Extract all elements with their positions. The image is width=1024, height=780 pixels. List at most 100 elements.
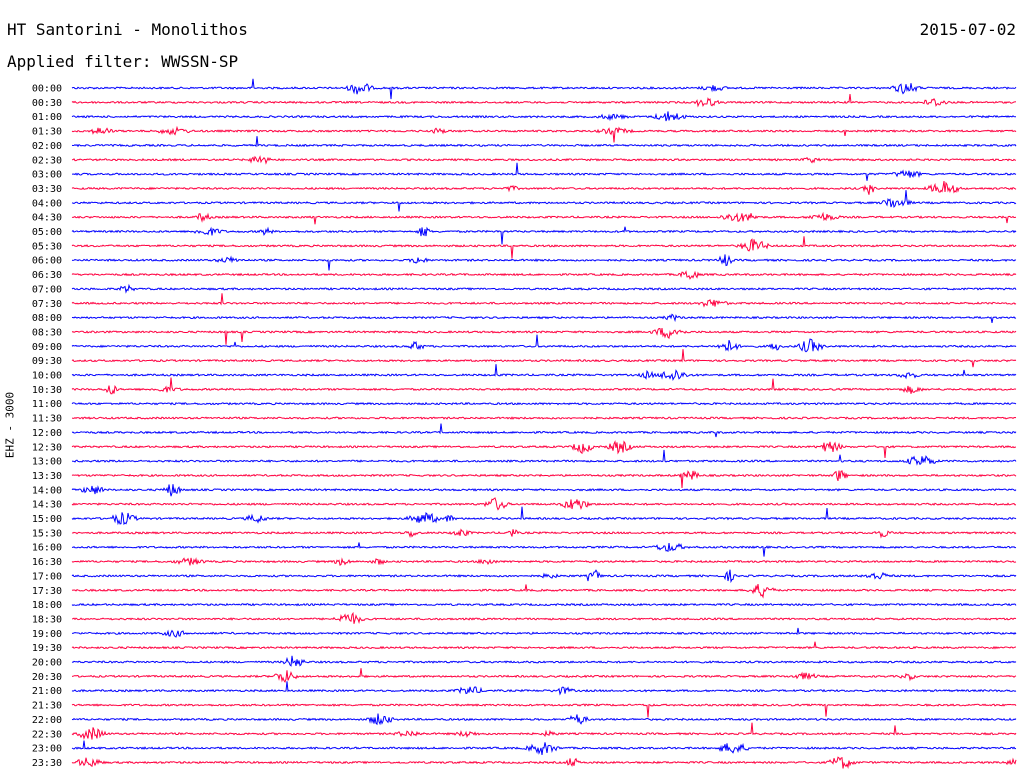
seismic-trace (71, 627, 1017, 638)
applied-filter: Applied filter: WWSSN-SP (7, 52, 239, 71)
row-time-label: 01:00 (32, 112, 62, 123)
row-time-label: 03:30 (32, 184, 62, 195)
seismic-trace (71, 740, 1017, 755)
seismic-trace (71, 602, 1017, 607)
row-time-label: 20:00 (32, 658, 62, 669)
seismic-trace (72, 162, 1017, 181)
seismic-trace (71, 78, 1017, 100)
row-time-label: 13:30 (32, 471, 62, 482)
seismic-trace (71, 440, 1016, 459)
row-time-label: 06:00 (32, 256, 62, 267)
seismic-trace (71, 668, 1017, 683)
row-time-label: 00:00 (32, 84, 62, 95)
recording-date: 2015-07-02 (919, 20, 1016, 39)
seismic-trace (71, 484, 1017, 497)
seismic-trace (71, 528, 1017, 539)
seismic-trace (71, 293, 1017, 308)
seismic-trace (71, 641, 1017, 650)
row-time-label: 09:30 (32, 356, 62, 367)
seismic-trace (71, 211, 1017, 225)
row-time-label: 15:00 (32, 514, 62, 525)
seismic-trace (71, 497, 1017, 511)
row-time-label: 07:00 (32, 284, 62, 295)
seismic-trace (71, 190, 1017, 212)
seismic-trace (71, 655, 1017, 667)
row-time-label: 09:00 (32, 342, 62, 353)
row-time-label: 19:30 (32, 643, 62, 654)
seismic-trace (71, 327, 1017, 345)
station-title: HT Santorini - Monolithos (7, 20, 248, 39)
row-time-label: 08:30 (32, 327, 62, 338)
row-time-label: 05:30 (32, 241, 62, 252)
seismic-trace (71, 542, 1017, 557)
seismic-trace (71, 94, 1017, 108)
row-time-label: 04:00 (32, 198, 62, 209)
seismic-trace (71, 681, 1017, 696)
row-time-label: 16:30 (32, 557, 62, 568)
row-time-label: 01:30 (32, 127, 62, 138)
seismic-trace (71, 236, 1017, 259)
seismic-trace (71, 125, 1017, 143)
seismic-trace (71, 557, 1017, 566)
row-time-label: 02:30 (32, 155, 62, 166)
row-time-label: 16:00 (32, 543, 62, 554)
row-time-label: 13:00 (32, 457, 62, 468)
row-time-label: 17:00 (32, 571, 62, 582)
seismic-trace (71, 181, 1017, 195)
row-time-label: 21:00 (32, 686, 62, 697)
row-time-label: 17:30 (32, 586, 62, 597)
row-time-label: 15:30 (32, 528, 62, 539)
row-time-label: 18:00 (32, 600, 62, 611)
seismic-trace (71, 364, 1017, 381)
row-time-label: 10:30 (32, 385, 62, 396)
row-time-label: 12:00 (32, 428, 62, 439)
seismic-trace (71, 349, 1017, 368)
seismic-trace (71, 270, 1017, 280)
seismic-trace (71, 283, 1017, 294)
row-time-label: 21:30 (32, 701, 62, 712)
seismic-trace (71, 584, 1017, 599)
seismic-trace (71, 226, 1017, 245)
seismic-trace (71, 401, 1017, 406)
row-time-label: 22:00 (32, 715, 62, 726)
row-time-label: 23:30 (32, 758, 62, 769)
seismic-trace (71, 703, 1017, 718)
row-time-label: 02:00 (32, 141, 62, 152)
row-time-label: 20:30 (32, 672, 62, 683)
row-time-label: 05:00 (32, 227, 62, 238)
seismic-trace (71, 756, 1017, 769)
seismic-trace (71, 136, 1017, 148)
row-time-label: 07:30 (32, 299, 62, 310)
seismic-trace (71, 313, 1017, 323)
seismic-trace (71, 713, 1017, 726)
row-time-label: 11:30 (32, 414, 62, 425)
row-time-label: 04:30 (32, 213, 62, 224)
seismic-trace (71, 334, 1017, 353)
row-time-label: 14:00 (32, 485, 62, 496)
row-time-label: 14:30 (32, 500, 62, 511)
seismic-trace (71, 506, 1017, 526)
row-time-label: 23:00 (32, 744, 62, 755)
seismic-trace (71, 254, 1017, 271)
seismic-trace (71, 377, 1017, 395)
row-time-label: 19:00 (32, 629, 62, 640)
row-time-label: 18:30 (32, 614, 62, 625)
seismic-trace (71, 470, 1017, 489)
row-time-label: 12:30 (32, 442, 62, 453)
seismic-trace (71, 111, 1017, 122)
seismic-trace (71, 611, 1017, 625)
seismic-trace (71, 423, 1017, 438)
seismic-trace (71, 155, 1017, 165)
row-time-label: 08:00 (32, 313, 62, 324)
row-time-label: 03:00 (32, 170, 62, 181)
row-time-label: 22:30 (32, 729, 62, 740)
seismic-trace (71, 722, 1017, 740)
row-time-label: 00:30 (32, 98, 62, 109)
seismic-trace (71, 569, 1017, 584)
row-time-label: 10:00 (32, 371, 62, 382)
row-time-label: 11:00 (32, 399, 62, 410)
seismic-trace (71, 416, 1017, 420)
row-time-label: 06:30 (32, 270, 62, 281)
seismic-trace (71, 449, 1017, 466)
